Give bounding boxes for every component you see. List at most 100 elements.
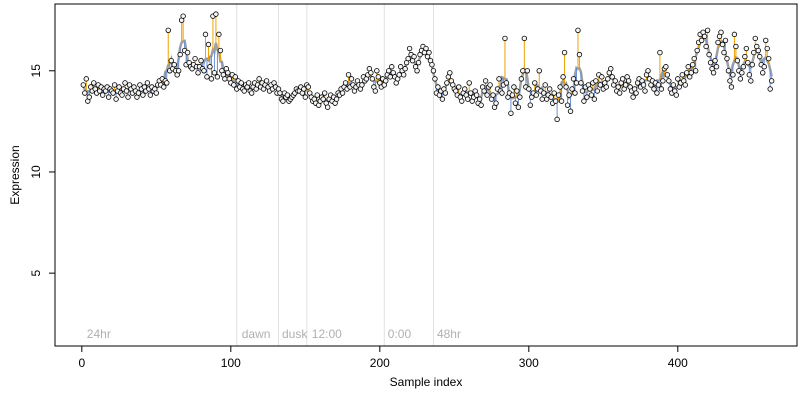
- data-point: [739, 70, 745, 76]
- data-point: [733, 43, 739, 50]
- data-point: [478, 102, 484, 108]
- x-axis-label: Sample index: [390, 375, 463, 389]
- data-point: [487, 82, 493, 88]
- data-point: [430, 68, 437, 74]
- data-point: [593, 78, 599, 84]
- data-point: [654, 90, 660, 96]
- data-point: [245, 80, 252, 86]
- data-point: [581, 98, 587, 104]
- data-point: [248, 90, 255, 96]
- data-point: [147, 92, 154, 98]
- data-point: [666, 78, 672, 84]
- data-point: [202, 31, 209, 38]
- data-point: [208, 76, 215, 82]
- data-point: [339, 90, 346, 96]
- data-point: [509, 92, 516, 98]
- data-point: [125, 94, 131, 100]
- data-point: [655, 82, 662, 88]
- data-point: [745, 59, 751, 66]
- data-point: [175, 68, 182, 74]
- data-point: [467, 90, 474, 96]
- data-point: [444, 80, 450, 86]
- data-point: [222, 76, 228, 82]
- data-point: [588, 92, 595, 98]
- data-point: [414, 68, 420, 74]
- data-point: [721, 49, 727, 56]
- data-point: [484, 92, 490, 98]
- data-point: [526, 86, 532, 92]
- data-point: [214, 74, 221, 80]
- data-point: [527, 102, 533, 108]
- data-point: [111, 82, 118, 88]
- data-point: [517, 94, 523, 100]
- y-axis-label: Expression: [8, 145, 22, 204]
- data-point: [161, 84, 167, 90]
- data-point: [734, 57, 741, 64]
- data-point: [569, 86, 575, 92]
- data-point: [225, 70, 231, 76]
- data-point: [277, 90, 283, 96]
- data-point: [737, 76, 744, 82]
- data-point: [694, 47, 700, 54]
- data-point: [594, 88, 601, 94]
- data-point: [555, 92, 562, 98]
- data-point: [144, 80, 151, 86]
- data-point: [198, 57, 204, 64]
- data-point: [348, 76, 355, 82]
- data-point: [466, 80, 472, 86]
- data-point: [320, 96, 326, 102]
- data-point: [110, 90, 116, 96]
- data-point: [663, 64, 669, 70]
- data-point: [764, 45, 770, 52]
- data-point: [476, 96, 483, 102]
- data-point: [616, 90, 623, 96]
- data-point: [305, 84, 311, 90]
- data-point: [749, 62, 756, 68]
- data-point: [742, 53, 748, 60]
- data-point: [560, 74, 566, 80]
- data-point: [342, 80, 349, 86]
- data-point: [177, 51, 183, 58]
- data-point: [524, 68, 531, 74]
- data-point: [731, 31, 738, 38]
- data-point: [442, 90, 449, 96]
- data-point: [396, 72, 402, 78]
- data-point: [514, 88, 520, 94]
- x-tick-label: 200: [370, 356, 390, 370]
- data-point: [368, 70, 374, 76]
- data-point: [324, 104, 331, 110]
- data-point: [456, 84, 462, 90]
- x-tick-label: 400: [668, 356, 688, 370]
- data-point: [688, 70, 694, 76]
- data-point: [321, 90, 328, 96]
- data-point: [520, 68, 526, 74]
- data-point: [605, 76, 611, 82]
- data-point: [542, 82, 548, 88]
- data-point: [496, 76, 502, 82]
- data-point: [587, 86, 593, 92]
- data-point: [619, 76, 626, 82]
- data-point: [752, 35, 758, 42]
- data-point: [462, 86, 468, 92]
- data-point: [576, 51, 583, 58]
- data-point: [725, 68, 732, 74]
- data-point: [746, 72, 753, 78]
- data-point: [591, 96, 598, 102]
- data-point: [548, 94, 554, 100]
- data-point: [140, 92, 146, 98]
- annotation-label-5: 48hr: [437, 327, 461, 341]
- data-point: [651, 86, 657, 92]
- data-point: [481, 88, 487, 94]
- data-point: [743, 45, 750, 52]
- data-point: [765, 55, 772, 62]
- data-point: [722, 37, 729, 44]
- data-point: [314, 92, 320, 98]
- data-point: [640, 82, 647, 88]
- data-point: [502, 35, 508, 42]
- data-point: [703, 43, 709, 50]
- data-point: [512, 100, 519, 106]
- data-point: [552, 98, 559, 104]
- data-point: [751, 49, 757, 56]
- data-point: [232, 74, 238, 80]
- data-point: [515, 104, 522, 110]
